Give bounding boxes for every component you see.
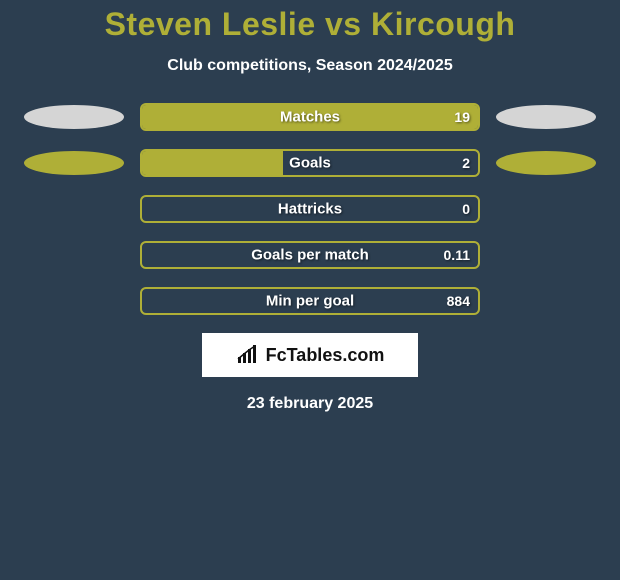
stat-bar: Hattricks 0 (140, 195, 480, 223)
stat-row: Matches 19 (0, 103, 620, 131)
stat-bar: Matches 19 (140, 103, 480, 131)
source-logo: FcTables.com (202, 333, 418, 377)
stat-value: 0.11 (444, 247, 470, 263)
stat-value: 19 (454, 109, 470, 125)
stat-label: Goals per match (251, 247, 369, 264)
right-ellipse (496, 105, 596, 129)
stat-value: 884 (447, 293, 470, 309)
left-ellipse (24, 105, 124, 129)
stats-list: Matches 19 Goals 2 Hattricks 0 Goals per match… (0, 103, 620, 315)
logo-text: FcTables.com (266, 345, 385, 366)
stat-value: 0 (462, 201, 470, 217)
stat-bar: Goals per match 0.11 (140, 241, 480, 269)
chart-icon (236, 345, 260, 365)
stat-label: Goals (289, 155, 331, 172)
stat-row: Min per goal 884 (0, 287, 620, 315)
stat-row: Goals per match 0.11 (0, 241, 620, 269)
left-ellipse (24, 151, 124, 175)
stat-bar: Min per goal 884 (140, 287, 480, 315)
stat-row: Goals 2 (0, 149, 620, 177)
date-label: 23 february 2025 (0, 395, 620, 413)
stat-label: Hattricks (278, 201, 342, 218)
stat-label: Min per goal (266, 293, 354, 310)
comparison-card: Steven Leslie vs Kircough Club competiti… (0, 0, 620, 413)
right-ellipse (496, 151, 596, 175)
stat-bar: Goals 2 (140, 149, 480, 177)
page-title: Steven Leslie vs Kircough (0, 6, 620, 43)
stat-row: Hattricks 0 (0, 195, 620, 223)
stat-bar-fill (142, 151, 283, 175)
subtitle: Club competitions, Season 2024/2025 (0, 57, 620, 75)
stat-value: 2 (462, 155, 470, 171)
stat-label: Matches (280, 109, 340, 126)
